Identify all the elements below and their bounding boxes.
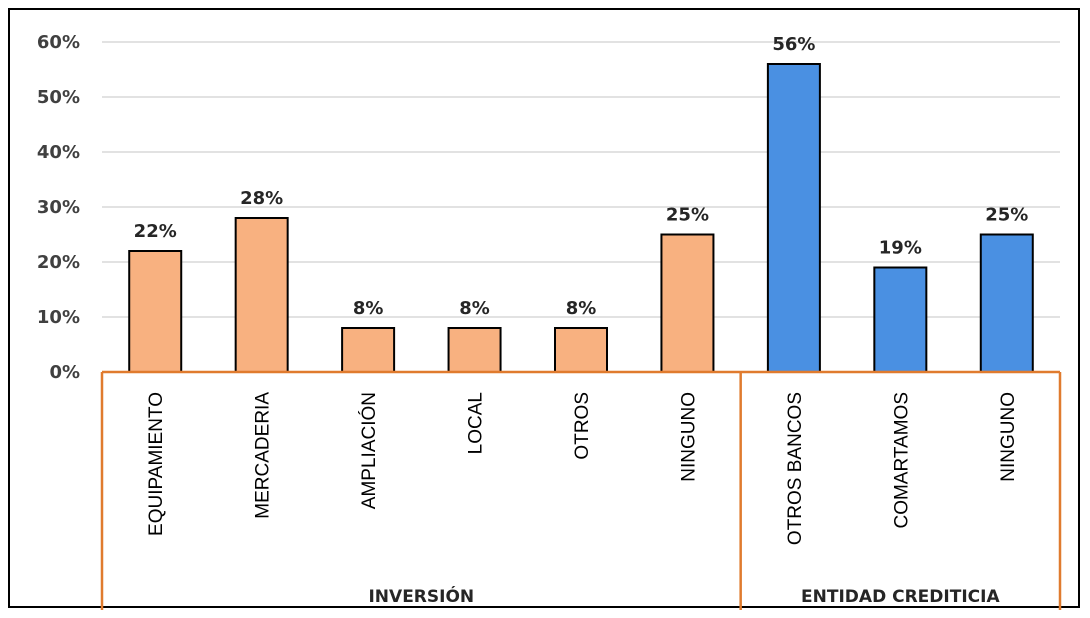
- bar-chart: 0% 10% 20% 30% 40% 50% 60% 22% 28% 8% 8% 8% 25% 56% 1…: [37, 32, 1062, 610]
- bar: [660, 233, 715, 373]
- y-tick-label: 50%: [37, 87, 80, 108]
- data-label: 28%: [240, 188, 283, 209]
- category-label: NINGUNO: [998, 392, 1019, 482]
- y-tick-label: 30%: [37, 197, 80, 218]
- data-label: 8%: [459, 298, 490, 319]
- category-labels: EQUIPAMIENTO MERCADERIA AMPLIACIÓN LOCAL OTR…: [146, 392, 1019, 545]
- y-tick-label: 10%: [37, 307, 80, 328]
- data-label: 25%: [666, 205, 709, 226]
- category-label: EQUIPAMIENTO: [146, 392, 167, 536]
- y-tick-label: 0%: [49, 362, 80, 383]
- category-axis: [100, 370, 1062, 610]
- y-axis-ticks: 0% 10% 20% 30% 40% 50% 60%: [37, 32, 80, 383]
- data-label: 8%: [353, 298, 384, 319]
- data-labels: 22% 28% 8% 8% 8% 25% 56% 19% 25%: [134, 34, 1029, 319]
- data-label: 19%: [879, 238, 922, 259]
- data-label: 56%: [772, 34, 815, 55]
- chart-frame: 0% 10% 20% 30% 40% 50% 60% 22% 28% 8% 8% 8% 25% 56% 1…: [8, 8, 1080, 610]
- bar: [873, 266, 928, 373]
- bar: [341, 327, 396, 373]
- y-tick-label: 60%: [37, 32, 80, 53]
- bar: [979, 233, 1034, 373]
- category-label: COMARTAMOS: [891, 392, 912, 529]
- category-label: NINGUNO: [678, 392, 699, 482]
- bar: [554, 327, 608, 373]
- bar: [766, 63, 821, 373]
- data-label: 8%: [566, 298, 597, 319]
- category-label: OTROS: [572, 392, 593, 460]
- data-label: 22%: [134, 221, 177, 242]
- category-label: OTROS BANCOS: [785, 392, 806, 545]
- bars: [128, 63, 1034, 373]
- bar: [128, 250, 183, 373]
- data-label: 25%: [985, 205, 1028, 226]
- category-label: MERCADERIA: [253, 392, 274, 519]
- group-label: ENTIDAD CREDITICIA: [801, 587, 1000, 607]
- y-tick-label: 40%: [37, 142, 80, 163]
- bar: [234, 217, 289, 373]
- group-label: INVERSIÓN: [368, 585, 474, 607]
- group-labels: INVERSIÓN ENTIDAD CREDITICIA: [368, 585, 1000, 607]
- y-tick-label: 20%: [37, 252, 80, 273]
- category-label: AMPLIACIÓN: [358, 392, 380, 509]
- bar: [447, 327, 502, 373]
- category-label: LOCAL: [466, 392, 487, 454]
